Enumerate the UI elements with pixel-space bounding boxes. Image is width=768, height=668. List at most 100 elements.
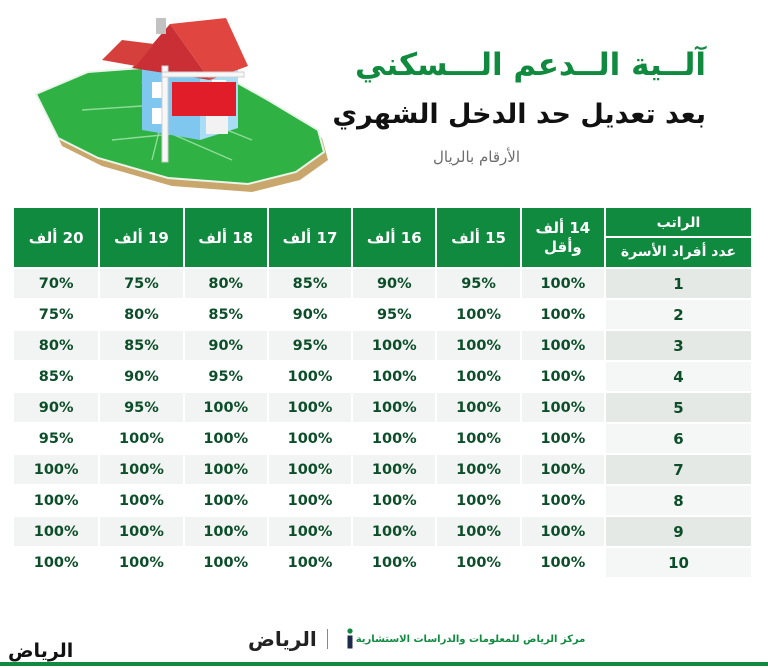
table-cell: 100%: [519, 515, 604, 546]
table-cell: 100%: [182, 546, 267, 577]
row-rank: 1: [604, 267, 751, 298]
table-header-row: الراتب عدد أفراد الأسرة 14 ألف وأقل 15 أ…: [14, 208, 751, 267]
table-cell: 100%: [14, 515, 99, 546]
table-cell: 100%: [435, 360, 520, 391]
column-header: 17 ألف: [266, 208, 352, 267]
column-header: 19 ألف: [98, 208, 183, 267]
center-brand: الرياض: [248, 627, 317, 651]
table-cell: 75%: [98, 267, 183, 298]
table-row: 6 100% 100% 100% 100% 100% 100% 95%: [14, 422, 751, 453]
table-cell: 95%: [266, 329, 352, 360]
table-cell: 100%: [435, 484, 520, 515]
table-cell: 80%: [14, 329, 99, 360]
table-cell: 100%: [351, 391, 436, 422]
table-cell: 100%: [519, 453, 604, 484]
salary-label: الراتب: [606, 209, 751, 238]
row-rank: 4: [604, 360, 751, 391]
table-cell: 85%: [98, 329, 183, 360]
table-cell: 100%: [266, 484, 352, 515]
table-cell: 100%: [519, 422, 604, 453]
table-cell: 90%: [14, 391, 99, 422]
table-cell: 70%: [14, 267, 99, 298]
row-rank: 9: [604, 515, 751, 546]
table-cell: 95%: [351, 298, 436, 329]
table-cell: 100%: [351, 515, 436, 546]
table-cell: 100%: [435, 546, 520, 577]
table-cell: 100%: [98, 453, 183, 484]
table-cell: 100%: [519, 391, 604, 422]
table-cell: 100%: [519, 546, 604, 577]
table-cell: 100%: [182, 515, 267, 546]
table-row: 10 100% 100% 100% 100% 100% 100% 100%: [14, 546, 751, 577]
table-cell: 100%: [351, 329, 436, 360]
footer-accent-line: [0, 662, 768, 666]
table-cell: 100%: [14, 453, 99, 484]
row-rank: 10: [604, 546, 751, 577]
table-cell: 95%: [98, 391, 183, 422]
row-rank: 8: [604, 484, 751, 515]
units-note: الأرقام بالريال: [433, 148, 520, 166]
column-header: 18 ألف: [182, 208, 267, 267]
table-cell: 100%: [182, 453, 267, 484]
table-cell: 80%: [98, 298, 183, 329]
table-row: 8 100% 100% 100% 100% 100% 100% 100%: [14, 484, 751, 515]
table-cell: 95%: [14, 422, 99, 453]
house-on-map-illustration: [22, 10, 342, 200]
table-cell: 100%: [519, 360, 604, 391]
table-cell: 95%: [435, 267, 520, 298]
row-rank: 2: [604, 298, 751, 329]
page-title: آلــية الــدعم الـــسكني: [355, 47, 706, 83]
table-cell: 100%: [435, 298, 520, 329]
table-cell: 95%: [182, 360, 267, 391]
table-cell: 100%: [519, 267, 604, 298]
table-cell: 100%: [519, 329, 604, 360]
column-header: 15 ألف: [435, 208, 520, 267]
table-row: 9 100% 100% 100% 100% 100% 100% 100%: [14, 515, 751, 546]
column-header: 16 ألف: [351, 208, 436, 267]
table-cell: 100%: [14, 484, 99, 515]
table-cell: 85%: [266, 267, 352, 298]
table-cell: 90%: [351, 267, 436, 298]
table-cell: 100%: [351, 484, 436, 515]
footer-logo: الرياض: [8, 640, 74, 662]
table-cell: 100%: [266, 391, 352, 422]
table-cell: 100%: [182, 422, 267, 453]
table-cell: 100%: [351, 453, 436, 484]
table-cell: 100%: [351, 546, 436, 577]
table-cell: 100%: [435, 422, 520, 453]
divider: [326, 629, 328, 649]
table-cell: 100%: [266, 453, 352, 484]
support-table: الراتب عدد أفراد الأسرة 14 ألف وأقل 15 أ…: [14, 208, 751, 577]
table-cell: 75%: [14, 298, 99, 329]
row-rank: 3: [604, 329, 751, 360]
table-cell: 100%: [182, 484, 267, 515]
table-cell: 100%: [435, 329, 520, 360]
row-rank: 6: [604, 422, 751, 453]
column-header: 20 ألف: [14, 208, 99, 267]
table-cell: 100%: [519, 484, 604, 515]
table-cell: 100%: [435, 453, 520, 484]
table-cell: 100%: [351, 360, 436, 391]
table-cell: 85%: [182, 298, 267, 329]
table-cell: 100%: [98, 515, 183, 546]
table-cell: 100%: [14, 546, 99, 577]
table-cell: 100%: [98, 484, 183, 515]
center-logo: مركز الرياض للمعلومات والدراسات الاستشار…: [248, 627, 585, 651]
page-subtitle: بعد تعديل حد الدخل الشهري: [332, 99, 706, 130]
table-cell: 80%: [182, 267, 267, 298]
table-cell: 100%: [266, 360, 352, 391]
table-row: 2 100% 100% 95% 90% 85% 80% 75%: [14, 298, 751, 329]
table-cell: 100%: [519, 298, 604, 329]
row-rank: 5: [604, 391, 751, 422]
row-rank: 7: [604, 453, 751, 484]
corner-header: الراتب عدد أفراد الأسرة: [604, 208, 751, 267]
table-row: 1 100% 95% 90% 85% 80% 75% 70%: [14, 267, 751, 298]
table-cell: 100%: [435, 391, 520, 422]
table-cell: 90%: [182, 329, 267, 360]
table-cell: 100%: [98, 546, 183, 577]
family-size-label: عدد أفراد الأسرة: [620, 244, 737, 260]
table-cell: 90%: [266, 298, 352, 329]
table-cell: 100%: [266, 546, 352, 577]
table-cell: 100%: [351, 422, 436, 453]
info-center-icon: [344, 628, 356, 650]
